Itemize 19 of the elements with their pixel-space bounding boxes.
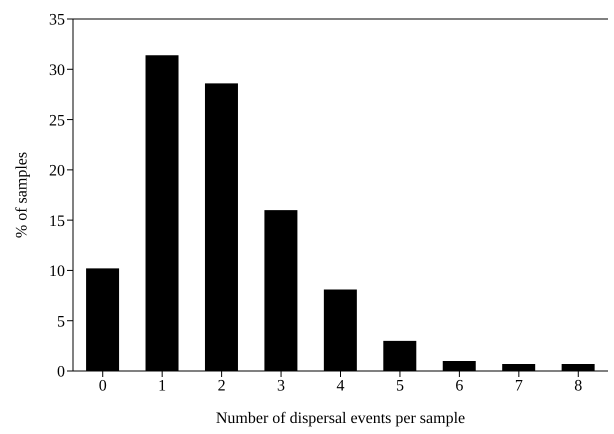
- x-tick-label: 3: [277, 377, 286, 394]
- x-tick-label: 0: [98, 377, 107, 394]
- x-tick-label: 5: [396, 377, 404, 394]
- y-axis-title: % of samples: [14, 152, 31, 238]
- x-tick-label: 6: [455, 377, 464, 394]
- y-tick-label: 15: [49, 212, 65, 230]
- x-tick-label: 2: [218, 377, 226, 394]
- x-axis-title: Number of dispersal events per sample: [216, 410, 466, 427]
- y-tick-label: 5: [57, 313, 65, 330]
- x-tick-label: 4: [336, 377, 344, 394]
- x-tick-label: 8: [574, 377, 582, 394]
- x-tick-label: 7: [514, 377, 523, 394]
- y-tick-label: 35: [49, 12, 65, 29]
- y-tick-label: 0: [57, 364, 65, 381]
- y-tick-label: 10: [49, 263, 65, 280]
- x-tick-label: 1: [158, 377, 166, 394]
- y-tick-label: 20: [49, 162, 65, 180]
- y-tick-label: 25: [49, 112, 65, 130]
- y-tick-label: 30: [49, 62, 65, 79]
